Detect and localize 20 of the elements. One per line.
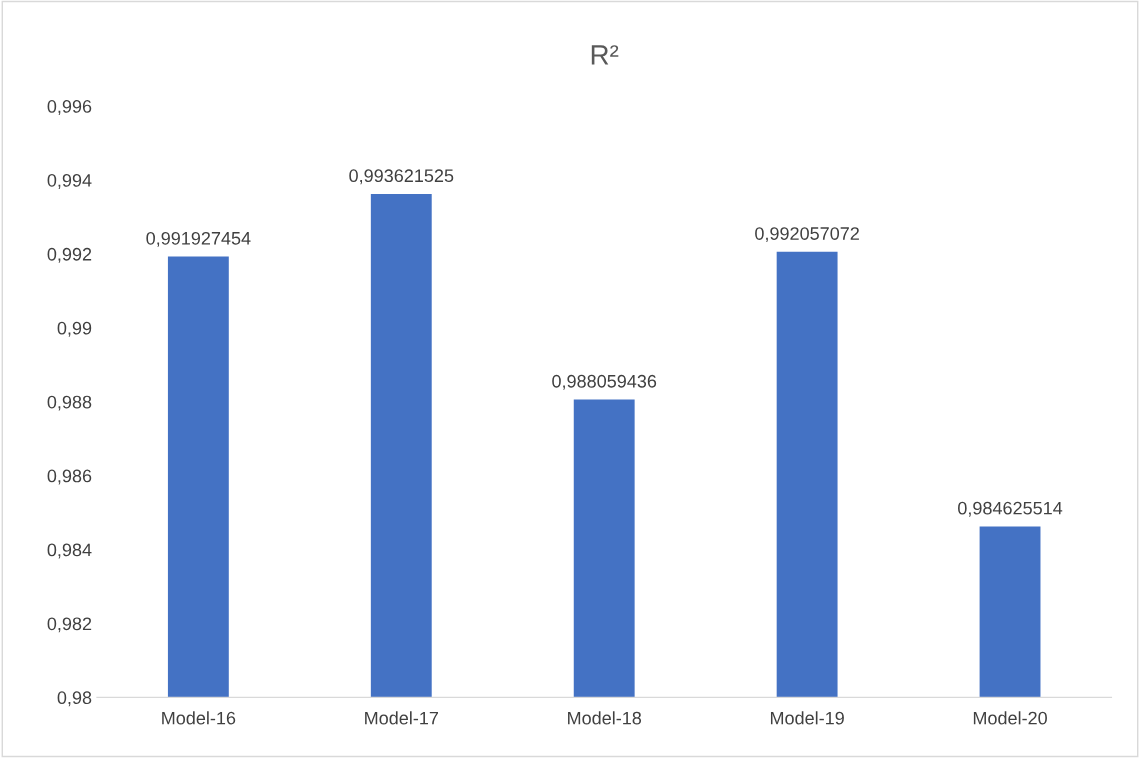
y-tick-label: 0,982 bbox=[47, 617, 92, 633]
x-tick-label: Model-20 bbox=[973, 711, 1047, 725]
y-tick-label: 0,992 bbox=[47, 247, 92, 263]
x-tick-label: Model-19 bbox=[770, 711, 844, 725]
data-label: 0,993621525 bbox=[349, 169, 454, 185]
y-tick-label: 0,988 bbox=[47, 395, 92, 411]
x-tick-label: Model-16 bbox=[162, 711, 236, 725]
y-tick-label: 0,98 bbox=[57, 691, 92, 707]
data-label: 0,988059436 bbox=[552, 374, 657, 390]
y-tick-label: 0,984 bbox=[47, 543, 92, 559]
y-tick-label: 0,994 bbox=[47, 173, 92, 189]
chart-title: R² bbox=[591, 45, 619, 65]
data-label: 0,991927454 bbox=[146, 231, 251, 247]
y-tick-label: 0,996 bbox=[47, 100, 92, 115]
x-tick-label: Model-18 bbox=[568, 711, 642, 725]
data-label: 0,992057072 bbox=[755, 227, 859, 243]
x-tick-label: Model-17 bbox=[365, 711, 439, 725]
y-tick-label: 0,99 bbox=[57, 321, 92, 337]
data-label: 0,984625514 bbox=[958, 501, 1063, 517]
y-tick-label: 0,986 bbox=[47, 469, 92, 485]
